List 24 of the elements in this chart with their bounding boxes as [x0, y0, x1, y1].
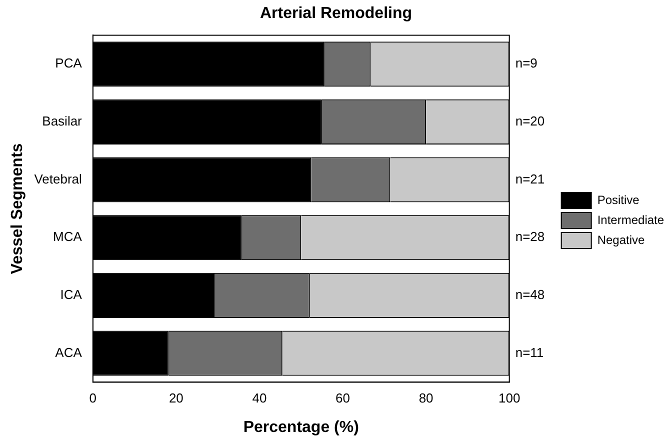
x-axis-title: Percentage (%) — [243, 418, 359, 436]
y-tick-label: ICA — [60, 287, 82, 302]
x-tick-label: 80 — [418, 390, 434, 406]
text: n=48 — [515, 287, 545, 302]
legend-label: Negative — [597, 232, 646, 247]
y-tick-label: Basilar — [42, 114, 83, 129]
x-tick-label: 100 — [498, 390, 520, 406]
x-tick-label: 60 — [336, 390, 350, 406]
legend-label: Intermediate — [597, 212, 664, 227]
x-tick-label: 20 — [168, 390, 184, 406]
text: n=11 — [515, 344, 544, 360]
x-tick-label: 0 — [89, 390, 97, 406]
text: n=21 — [515, 171, 545, 186]
y-tick-label: Vetebral — [34, 171, 82, 186]
y-tick-label: ACA — [55, 344, 82, 360]
chart-title: Arterial Remodeling — [260, 5, 412, 22]
y-axis-title: Vessel Segments — [9, 143, 26, 274]
text: n=9 — [515, 56, 538, 71]
text: n=20 — [515, 114, 545, 129]
y-tick-label: PCA — [55, 56, 82, 71]
legend-label: Positive — [597, 192, 640, 207]
x-tick-label: 40 — [252, 390, 267, 406]
text: n=28 — [515, 229, 545, 244]
y-tick-label: MCA — [53, 229, 82, 244]
